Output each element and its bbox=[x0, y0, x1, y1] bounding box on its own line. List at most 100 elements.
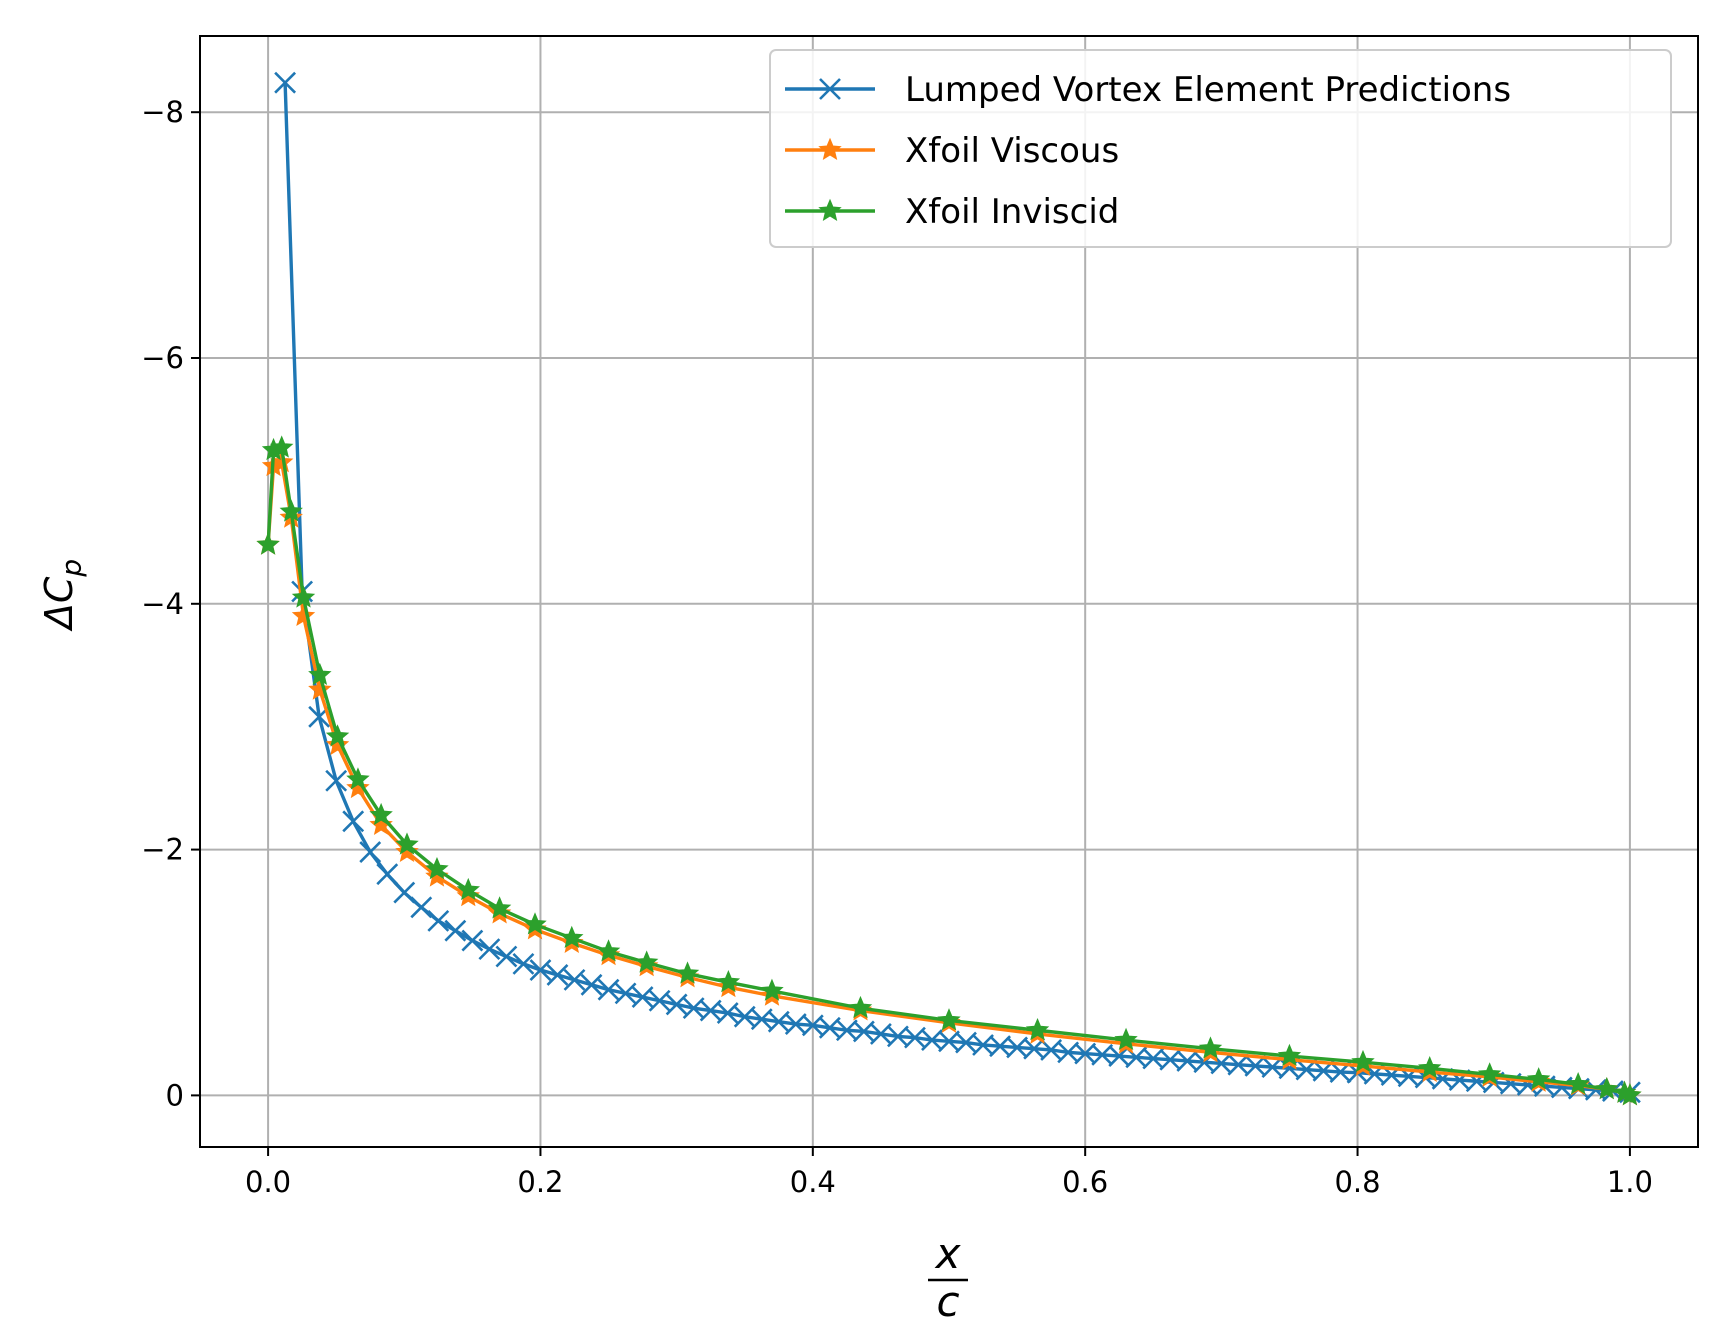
data-point-star-marker bbox=[848, 995, 873, 1019]
data-point-x-marker bbox=[410, 896, 433, 919]
legend-item: Xfoil Viscous bbox=[785, 131, 1119, 171]
data-point-star-marker bbox=[1025, 1017, 1050, 1041]
data-point-star-marker bbox=[1618, 1083, 1642, 1106]
data-point-star-marker bbox=[456, 877, 480, 901]
y-tick-label: 0 bbox=[166, 1078, 184, 1112]
data-point-x-marker bbox=[580, 973, 603, 996]
x-tick-label: 0.2 bbox=[517, 1165, 563, 1199]
data-point-x-marker bbox=[461, 929, 484, 952]
data-point-star-marker bbox=[1595, 1076, 1619, 1100]
data-point-x-marker bbox=[1244, 1054, 1267, 1077]
x-axis-label-numerator: x bbox=[934, 1229, 962, 1278]
data-point-x-marker bbox=[648, 989, 671, 1012]
data-point-star-marker bbox=[818, 137, 842, 160]
data-point-x-marker bbox=[1142, 1047, 1165, 1070]
data-point-x-marker bbox=[274, 71, 297, 94]
plot-frame bbox=[199, 35, 1699, 1148]
data-point-x-marker bbox=[1159, 1048, 1182, 1071]
data-point-star-marker bbox=[634, 950, 659, 973]
svg-text:ΔCp: ΔCp bbox=[37, 559, 88, 632]
data-point-x-marker bbox=[597, 978, 620, 1001]
data-point-star-marker bbox=[1277, 1043, 1302, 1067]
data-point-x-marker bbox=[478, 938, 501, 961]
data-point-star-marker bbox=[1114, 1027, 1138, 1051]
x-axis-label-denominator: c bbox=[936, 1277, 959, 1326]
data-point-star-marker bbox=[487, 896, 512, 919]
data-point-star-marker bbox=[395, 839, 419, 862]
data-point-x-marker bbox=[614, 982, 637, 1005]
legend-label: Xfoil Inviscid bbox=[905, 192, 1119, 232]
data-point-x-marker bbox=[563, 968, 586, 991]
data-point-star-marker bbox=[716, 970, 741, 993]
data-point-star-marker bbox=[1526, 1067, 1551, 1090]
x-axis-ticks: 0.0 0.2 0.4 0.6 0.8 1.0 bbox=[245, 1147, 1653, 1199]
data-point-star-marker bbox=[1566, 1072, 1590, 1095]
data-point-x-marker bbox=[631, 986, 654, 1008]
data-point-x-marker bbox=[1091, 1043, 1114, 1066]
data-point-star-marker bbox=[1351, 1049, 1375, 1073]
data-point-x-marker bbox=[393, 881, 416, 904]
data-point-x-marker bbox=[342, 810, 365, 833]
data-point-x-marker bbox=[359, 841, 382, 863]
data-point-star-marker bbox=[369, 802, 393, 826]
x-tick-label: 1.0 bbox=[1607, 1165, 1653, 1199]
y-tick-label: −8 bbox=[141, 95, 184, 129]
data-point-x-marker bbox=[1108, 1045, 1131, 1067]
y-axis-label-main: ΔC bbox=[37, 576, 81, 632]
y-axis-label-subscript: p bbox=[55, 559, 88, 578]
data-point-x-marker bbox=[989, 1035, 1011, 1058]
data-point-x-marker bbox=[887, 1025, 909, 1048]
data-point-x-marker bbox=[938, 1030, 960, 1053]
data-point-star-marker bbox=[596, 939, 621, 962]
data-point-star-marker bbox=[369, 812, 393, 835]
legend-label: Xfoil Viscous bbox=[905, 131, 1119, 171]
legend: Lumped Vortex Element Predictions Xfoil V… bbox=[769, 49, 1672, 248]
data-point-x-marker bbox=[784, 1013, 807, 1036]
data-point-x-marker bbox=[495, 945, 518, 968]
data-point-star-marker bbox=[256, 532, 280, 555]
y-tick-label: −6 bbox=[141, 341, 184, 375]
data-point-star-marker bbox=[760, 978, 784, 1001]
data-point-x-marker bbox=[546, 964, 569, 986]
data-point-x-marker bbox=[716, 1002, 739, 1024]
legend-item: Lumped Vortex Element Predictions bbox=[785, 70, 1511, 110]
legend-label: Lumped Vortex Element Predictions bbox=[905, 70, 1511, 110]
data-point-x-marker bbox=[665, 993, 688, 1016]
data-point-star-marker bbox=[291, 585, 316, 608]
data-point-x-marker bbox=[972, 1034, 994, 1056]
y-axis-ticks: 0 −2 −4 −6 −8 bbox=[141, 95, 200, 1112]
data-point-x-marker bbox=[1074, 1042, 1097, 1065]
x-axis-label: x c bbox=[928, 1229, 968, 1326]
series-line bbox=[266, 460, 1631, 1097]
x-tick-label: 0.0 bbox=[245, 1165, 291, 1199]
series-3 bbox=[256, 435, 1642, 1106]
y-tick-label: −4 bbox=[141, 587, 184, 621]
data-point-x-marker bbox=[529, 959, 552, 981]
data-point-x-marker bbox=[819, 78, 841, 100]
series-line bbox=[266, 446, 1631, 1097]
data-point-x-marker bbox=[376, 863, 399, 886]
data-point-star-marker bbox=[308, 662, 332, 686]
data-point-star-marker bbox=[1418, 1056, 1442, 1079]
data-point-star-marker bbox=[325, 724, 350, 747]
data-point-x-marker bbox=[325, 769, 348, 792]
data-point-star-marker bbox=[279, 499, 303, 522]
data-point-x-marker bbox=[444, 919, 467, 942]
data-point-star-marker bbox=[346, 767, 370, 790]
data-point-star-marker bbox=[560, 925, 584, 949]
data-point-star-marker bbox=[395, 832, 419, 855]
data-point-star-marker bbox=[523, 912, 547, 935]
data-point-star-marker bbox=[346, 775, 370, 799]
data-point-star-marker bbox=[1477, 1062, 1502, 1085]
data-point-x-marker bbox=[1006, 1036, 1029, 1059]
data-point-x-marker bbox=[1227, 1053, 1250, 1076]
x-tick-label: 0.8 bbox=[1334, 1165, 1380, 1199]
legend-box bbox=[769, 49, 1672, 248]
data-point-star-marker bbox=[1198, 1036, 1223, 1059]
x-tick-label: 0.4 bbox=[790, 1165, 836, 1199]
data-point-star-marker bbox=[270, 435, 294, 458]
y-axis-label: ΔCp bbox=[37, 559, 88, 632]
data-point-star-marker bbox=[937, 1008, 961, 1031]
data-point-star-marker bbox=[675, 961, 700, 984]
